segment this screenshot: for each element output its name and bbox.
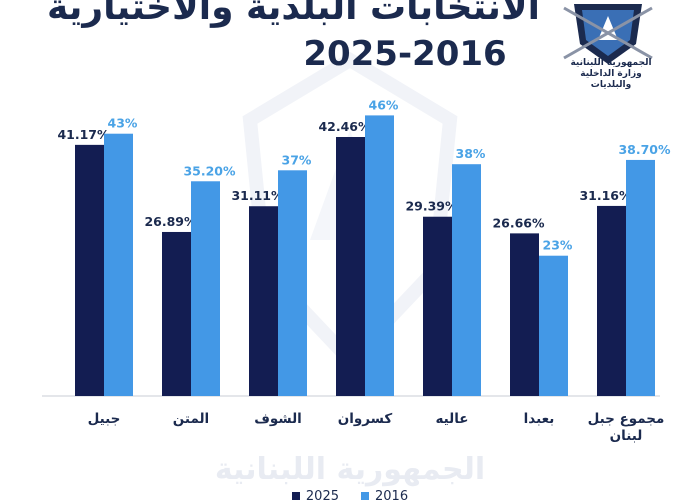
bar-2025-1 <box>162 231 191 396</box>
legend-label-2016: 2016 <box>375 488 409 504</box>
legend-item-2016: 2016 <box>361 488 409 504</box>
data-label-2025-4: 29.39% <box>405 199 458 214</box>
category-label-0: جبيل <box>88 411 121 427</box>
data-label-2025-3: 42.46% <box>318 119 371 134</box>
legend-item-2025: 2025 <box>291 488 339 504</box>
data-label-2016-6: 38.70% <box>618 142 671 157</box>
logo-line-1: الجمهورية اللبنانية <box>570 58 652 68</box>
bar-2016-2 <box>278 170 307 396</box>
data-label-2016-2: 37% <box>282 152 312 167</box>
data-label-2025-1: 26.89% <box>144 214 197 229</box>
chart-title: الانتخابات البلدية والاختيارية 2025-2016 <box>47 0 540 74</box>
bar-2016-6 <box>626 159 655 396</box>
bar-2016-0 <box>104 133 133 396</box>
logo-text: الجمهورية اللبنانية وزارة الداخلية والبل… <box>566 58 656 91</box>
category-label-4: عاليه <box>435 411 468 427</box>
chart-title-years: 2025-2016 <box>303 34 507 74</box>
legend-label-2025: 2025 <box>305 488 339 504</box>
bar-2016-3 <box>365 115 394 397</box>
data-label-2025-5: 26.66% <box>492 215 545 230</box>
category-label-5: بعبدا <box>524 411 555 427</box>
data-label-2025-2: 31.11% <box>231 188 284 203</box>
data-label-2025-6: 31.16% <box>579 188 632 203</box>
category-label-2: الشوف <box>254 411 302 427</box>
logo-line-2: وزارة الداخلية والبلديات <box>580 69 642 90</box>
bar-2025-6 <box>597 205 626 396</box>
legend-swatch-2016 <box>361 492 369 500</box>
bar-2025-0 <box>75 144 104 396</box>
bar-2016-1 <box>191 181 220 396</box>
category-label-6-line-0: مجموع جبل <box>588 411 665 427</box>
data-label-2016-0: 43% <box>108 116 138 131</box>
category-label-1: المتن <box>173 411 209 427</box>
data-label-2025-0: 41.17% <box>57 127 110 142</box>
data-label-2016-4: 38% <box>456 146 486 161</box>
chart-legend: 2025 2016 <box>0 488 700 504</box>
category-label-6-line-1: لبنان <box>610 428 643 444</box>
bar-2025-3 <box>336 136 365 396</box>
bar-2025-4 <box>423 216 452 396</box>
chart-title-main: الانتخابات البلدية والاختيارية <box>47 0 540 28</box>
data-label-2016-1: 35.20% <box>183 163 236 178</box>
bar-2016-4 <box>452 164 481 396</box>
watermark-text: الجمهورية اللبنانية <box>214 452 486 487</box>
legend-swatch-2025 <box>291 492 300 500</box>
bar-2025-5 <box>510 233 539 396</box>
bar-2016-5 <box>539 255 568 396</box>
data-label-2016-5: 23% <box>543 238 573 253</box>
ministry-logo <box>563 4 653 64</box>
category-label-3: كسروان <box>338 411 393 427</box>
data-label-2016-3: 46% <box>369 97 399 112</box>
bar-2025-2 <box>249 206 278 396</box>
